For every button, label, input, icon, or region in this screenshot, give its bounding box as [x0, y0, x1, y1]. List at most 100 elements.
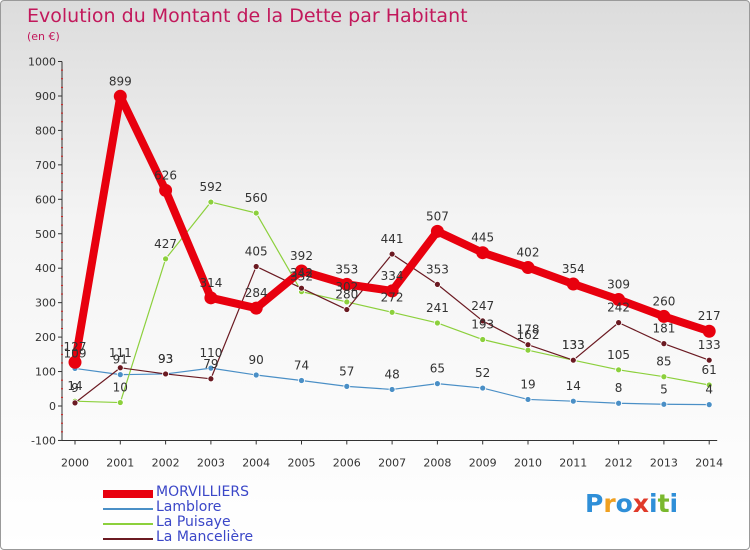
data-label: 5: [660, 382, 668, 396]
data-label: 284: [245, 286, 268, 300]
legend-label: La Puisaye: [156, 514, 231, 530]
logo-letter: i: [649, 489, 658, 518]
x-tick-label: 2001: [106, 456, 134, 469]
data-label: 111: [109, 346, 132, 360]
data-label: 332: [290, 270, 313, 284]
data-point: [705, 356, 713, 364]
series-la-puisaye: [71, 198, 713, 406]
data-point: [207, 364, 215, 372]
data-label: 272: [381, 290, 404, 304]
data-label: 105: [607, 348, 630, 362]
data-label: 592: [199, 180, 222, 194]
data-point: [569, 397, 577, 405]
y-tick-label: 300: [35, 297, 56, 310]
data-point: [343, 306, 351, 313]
data-label: 48: [384, 367, 399, 381]
data-label: 353: [426, 262, 449, 276]
logo-letter: x: [632, 489, 649, 518]
data-label: 507: [426, 209, 449, 223]
x-tick-label: 2014: [695, 456, 723, 469]
x-tick-label: 2000: [61, 456, 89, 469]
data-label: 560: [245, 191, 268, 205]
data-label: 405: [245, 244, 268, 258]
data-point: [68, 355, 82, 369]
data-label: 334: [381, 269, 404, 283]
data-label: 19: [520, 377, 535, 391]
data-label: 85: [656, 355, 671, 369]
data-label: 90: [249, 353, 264, 367]
data-point: [705, 401, 713, 409]
data-point: [702, 324, 716, 338]
data-label: 242: [607, 301, 630, 315]
data-label: 57: [339, 364, 354, 378]
logo-letter: t: [657, 489, 670, 518]
data-point: [615, 366, 622, 374]
y-tick-label: 400: [35, 262, 56, 275]
data-point: [388, 308, 396, 316]
data-point: [660, 373, 668, 381]
x-tick-label: 2013: [650, 456, 678, 469]
data-label: 241: [426, 301, 449, 315]
data-point: [479, 317, 487, 325]
data-label: 74: [294, 359, 309, 373]
legend-swatch: [103, 508, 153, 510]
data-label: 193: [471, 318, 494, 332]
data-label: 14: [566, 379, 581, 393]
legend-label: Lamblore: [156, 499, 222, 515]
data-point: [385, 284, 399, 298]
legend-swatch: [103, 490, 153, 498]
data-point: [476, 246, 490, 260]
x-tick-label: 2012: [605, 456, 633, 469]
x-tick-label: 2011: [559, 456, 587, 469]
y-tick-label: 100: [35, 366, 56, 379]
data-point: [159, 183, 173, 197]
data-point: [524, 396, 532, 403]
data-point: [116, 371, 124, 379]
y-tick-label: 800: [35, 124, 56, 137]
y-tick-label: 500: [35, 228, 56, 241]
data-point: [433, 319, 441, 327]
logo-letter: r: [603, 489, 616, 518]
x-tick-label: 2006: [333, 456, 361, 469]
data-point: [524, 346, 532, 354]
x-tick-label: 2010: [514, 456, 542, 469]
legend-swatch: [103, 523, 153, 525]
data-point: [162, 255, 170, 263]
data-point: [660, 340, 668, 348]
data-label: 441: [381, 232, 404, 246]
data-point: [113, 89, 127, 103]
data-point: [116, 399, 124, 406]
data-point: [207, 198, 215, 206]
data-point: [388, 386, 396, 393]
data-label: 14: [67, 379, 82, 393]
y-tick-label: 700: [35, 159, 56, 172]
data-point: [162, 370, 170, 378]
data-point: [657, 309, 671, 323]
proxiti-logo: Proxiti: [585, 489, 678, 518]
data-label: 217: [698, 309, 721, 323]
data-point: [298, 377, 305, 384]
data-label: 9: [71, 381, 79, 395]
data-label: 314: [199, 276, 222, 290]
x-tick-label: 2009: [469, 456, 497, 469]
unit-label: (en €): [27, 30, 60, 43]
chart-title: Evolution du Montant de la Dette par Hab…: [27, 5, 468, 27]
data-label: 354: [562, 262, 585, 276]
data-point: [566, 277, 580, 291]
data-point: [612, 293, 626, 307]
data-label: 302: [335, 280, 358, 294]
data-point: [569, 356, 577, 364]
data-point: [343, 298, 351, 306]
data-point: [340, 277, 354, 291]
x-tick-label: 2003: [197, 456, 225, 469]
data-label: 181: [652, 322, 675, 336]
logo-letter: P: [585, 489, 604, 518]
data-label: 61: [702, 363, 717, 377]
data-point: [71, 399, 79, 407]
data-label: 309: [607, 278, 630, 292]
y-tick-label: 0: [49, 400, 56, 413]
data-label: 133: [698, 338, 721, 352]
data-point: [479, 384, 487, 392]
